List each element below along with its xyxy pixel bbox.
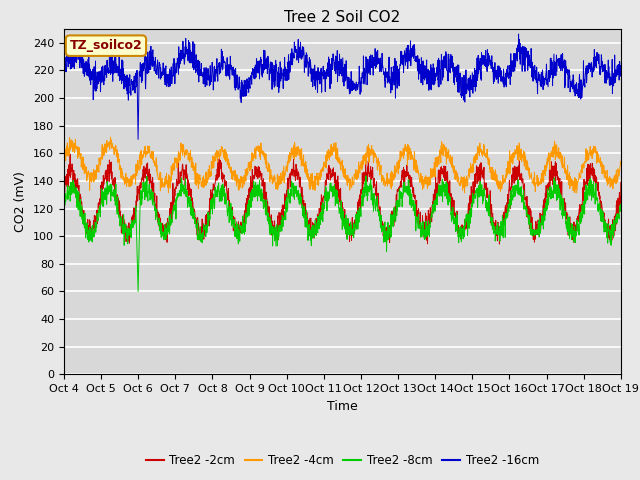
Tree2 -4cm (602, 168, 609, 174)
Tree2 -4cm (316, 177, 324, 183)
Tree2 -16cm (60, 60, 68, 65)
Tree2 -2cm (617, 179, 625, 185)
Tree2 -2cm (499, 212, 507, 218)
Tree2 -2cm (67, 151, 74, 157)
Tree2 -4cm (107, 134, 115, 140)
Tree2 -16cm (515, 31, 522, 37)
Tree2 -8cm (134, 288, 142, 294)
Tree2 -16cm (617, 63, 625, 69)
Tree2 -4cm (601, 171, 609, 177)
Tree2 -4cm (573, 190, 580, 196)
Tree2 -16cm (331, 60, 339, 65)
Tree2 -8cm (60, 195, 68, 201)
Tree2 -16cm (316, 68, 324, 74)
Tree2 -16cm (601, 61, 609, 67)
Tree2 -16cm (602, 65, 609, 71)
Text: TZ_soilco2: TZ_soilco2 (70, 39, 142, 52)
Title: Tree 2 Soil CO2: Tree 2 Soil CO2 (284, 10, 401, 25)
X-axis label: Time: Time (327, 400, 358, 413)
Tree2 -8cm (601, 218, 609, 224)
Tree2 -16cm (134, 136, 142, 142)
Y-axis label: CO2 (mV): CO2 (mV) (15, 171, 28, 232)
Tree2 -2cm (602, 222, 609, 228)
Tree2 -2cm (316, 211, 324, 217)
Tree2 -4cm (499, 173, 506, 179)
Tree2 -16cm (499, 77, 506, 83)
Tree2 -2cm (331, 169, 339, 175)
Line: Tree2 -8cm: Tree2 -8cm (64, 176, 621, 291)
Tree2 -8cm (499, 230, 507, 236)
Tree2 -4cm (60, 158, 68, 164)
Tree2 -2cm (89, 231, 97, 237)
Tree2 -16cm (88, 75, 96, 81)
Tree2 -8cm (617, 201, 625, 207)
Line: Tree2 -4cm: Tree2 -4cm (64, 137, 621, 193)
Tree2 -2cm (601, 217, 609, 223)
Tree2 -8cm (362, 173, 370, 179)
Tree2 -4cm (88, 171, 96, 177)
Tree2 -8cm (602, 225, 609, 230)
Tree2 -4cm (617, 159, 625, 165)
Tree2 -8cm (331, 191, 339, 197)
Tree2 -8cm (88, 239, 96, 245)
Tree2 -8cm (316, 218, 324, 224)
Tree2 -2cm (60, 191, 68, 197)
Tree2 -2cm (495, 241, 503, 247)
Line: Tree2 -16cm: Tree2 -16cm (64, 34, 621, 139)
Legend: Tree2 -2cm, Tree2 -4cm, Tree2 -8cm, Tree2 -16cm: Tree2 -2cm, Tree2 -4cm, Tree2 -8cm, Tree… (141, 449, 544, 472)
Line: Tree2 -2cm: Tree2 -2cm (64, 154, 621, 244)
Tree2 -4cm (331, 146, 339, 152)
